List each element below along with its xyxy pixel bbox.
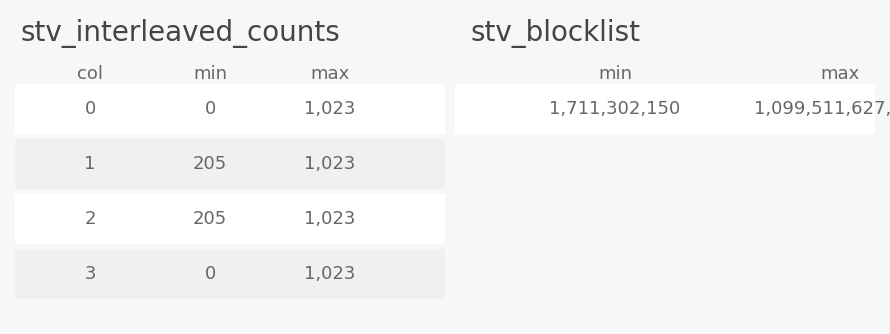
Text: 1,711,302,150: 1,711,302,150	[549, 100, 681, 118]
Text: 1,099,511,627,775: 1,099,511,627,775	[754, 100, 890, 118]
Bar	[15, 84, 445, 134]
Text: stv_interleaved_counts: stv_interleaved_counts	[20, 19, 340, 48]
Text: col: col	[77, 65, 103, 83]
Bar	[15, 194, 445, 244]
Text: min: min	[193, 65, 227, 83]
Bar	[15, 139, 445, 189]
Text: max: max	[311, 65, 350, 83]
Text: 0: 0	[85, 100, 95, 118]
Bar	[455, 84, 875, 134]
Text: 2: 2	[85, 210, 96, 228]
Text: 1,023: 1,023	[304, 210, 356, 228]
Text: 0: 0	[205, 265, 215, 283]
Text: 1,023: 1,023	[304, 265, 356, 283]
Text: 1,023: 1,023	[304, 100, 356, 118]
Text: 1,023: 1,023	[304, 155, 356, 173]
Text: 0: 0	[205, 100, 215, 118]
Text: 205: 205	[193, 155, 227, 173]
Text: 3: 3	[85, 265, 96, 283]
Text: max: max	[821, 65, 860, 83]
Text: stv_blocklist: stv_blocklist	[470, 19, 640, 48]
Text: 1: 1	[85, 155, 96, 173]
Bar	[15, 249, 445, 299]
Text: min: min	[598, 65, 632, 83]
Text: 205: 205	[193, 210, 227, 228]
